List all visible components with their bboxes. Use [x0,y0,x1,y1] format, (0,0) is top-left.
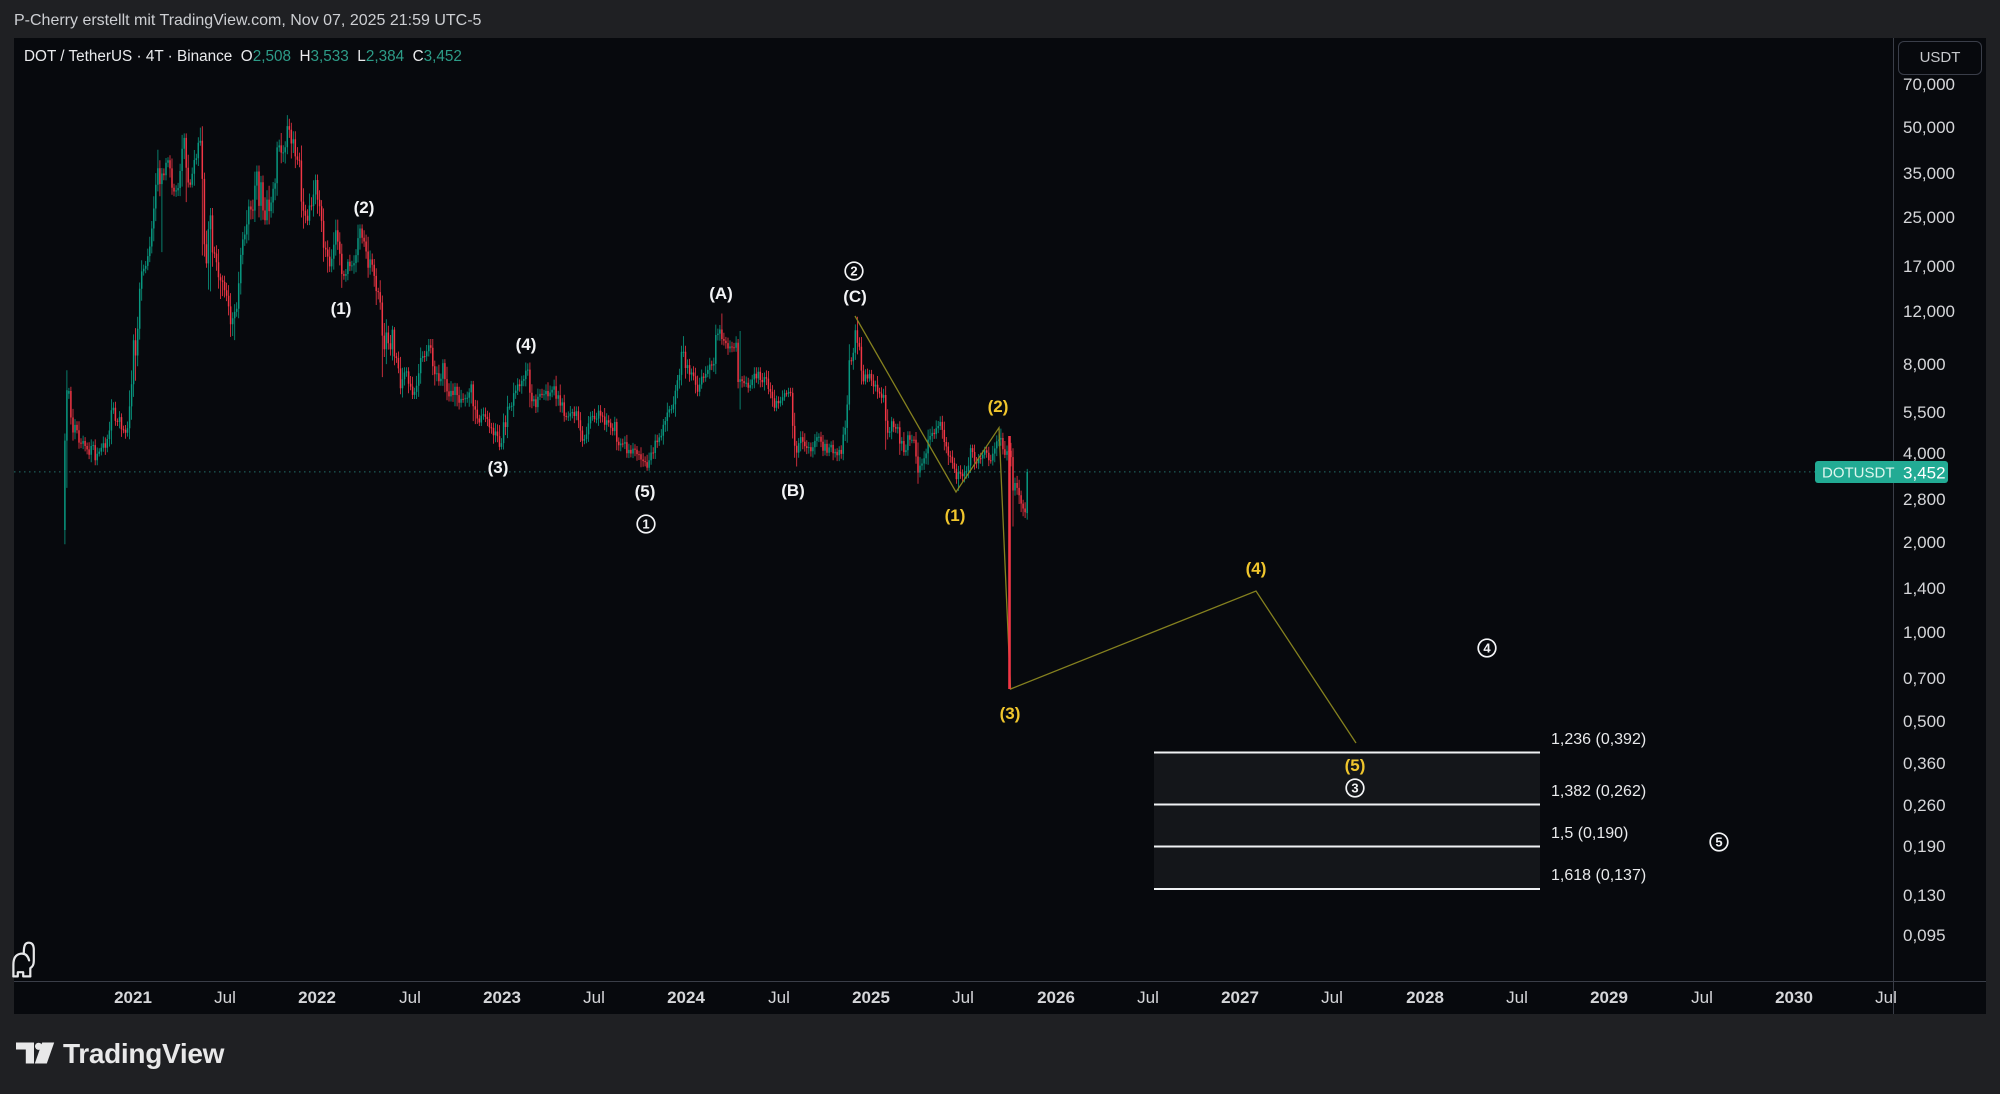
svg-text:(4): (4) [516,335,537,354]
svg-text:8,000: 8,000 [1903,355,1946,374]
svg-text:4: 4 [1483,641,1491,656]
svg-text:0,260: 0,260 [1903,796,1946,815]
svg-text:(3): (3) [488,458,509,477]
svg-text:2030: 2030 [1775,988,1813,1007]
svg-text:Jul: Jul [1321,988,1343,1007]
svg-text:0,700: 0,700 [1903,669,1946,688]
svg-text:(2): (2) [354,198,375,217]
svg-text:(3): (3) [1000,704,1021,723]
svg-text:(1): (1) [945,506,966,525]
svg-text:2022: 2022 [298,988,336,1007]
svg-text:12,000: 12,000 [1903,302,1955,321]
svg-text:(5): (5) [1345,756,1366,775]
svg-text:1,382 (0,262): 1,382 (0,262) [1551,783,1646,800]
svg-text:(4): (4) [1246,559,1267,578]
svg-text:DOTUSDT: DOTUSDT [1822,465,1895,482]
svg-text:2024: 2024 [667,988,705,1007]
svg-text:50,000: 50,000 [1903,118,1955,137]
svg-text:17,000: 17,000 [1903,257,1955,276]
svg-text:1,000: 1,000 [1903,623,1946,642]
svg-text:(2): (2) [988,397,1009,416]
svg-text:Jul: Jul [1137,988,1159,1007]
svg-text:2021: 2021 [114,988,152,1007]
svg-text:3,452: 3,452 [1903,464,1946,483]
svg-text:0,500: 0,500 [1903,712,1946,731]
svg-text:Jul: Jul [1875,988,1897,1007]
svg-text:Jul: Jul [399,988,421,1007]
svg-text:1,400: 1,400 [1903,579,1946,598]
svg-text:0,095: 0,095 [1903,926,1946,945]
svg-text:(A): (A) [709,284,733,303]
svg-text:5: 5 [1715,835,1722,850]
svg-text:Jul: Jul [583,988,605,1007]
svg-text:(1): (1) [331,299,352,318]
svg-text:1,618 (0,137): 1,618 (0,137) [1551,867,1646,884]
svg-text:2029: 2029 [1590,988,1628,1007]
svg-text:(5): (5) [635,482,656,501]
svg-text:25,000: 25,000 [1903,208,1955,227]
svg-text:2023: 2023 [483,988,521,1007]
svg-text:70,000: 70,000 [1903,75,1955,94]
svg-text:2,800: 2,800 [1903,490,1946,509]
svg-text:2028: 2028 [1406,988,1444,1007]
svg-text:5,500: 5,500 [1903,403,1946,422]
svg-text:1: 1 [642,517,649,532]
svg-text:2: 2 [850,264,857,279]
svg-text:Jul: Jul [952,988,974,1007]
svg-text:0,190: 0,190 [1903,837,1946,856]
svg-text:(C): (C) [843,287,867,306]
svg-text:Jul: Jul [1691,988,1713,1007]
svg-text:2,000: 2,000 [1903,533,1946,552]
svg-text:1,236 (0,392): 1,236 (0,392) [1551,731,1646,748]
svg-text:TradingView: TradingView [63,1038,225,1069]
svg-text:2026: 2026 [1037,988,1075,1007]
svg-text:Jul: Jul [768,988,790,1007]
svg-text:1,5 (0,190): 1,5 (0,190) [1551,825,1628,842]
svg-text:2027: 2027 [1221,988,1259,1007]
svg-text:3: 3 [1351,781,1358,796]
svg-text:Jul: Jul [1506,988,1528,1007]
svg-text:0,130: 0,130 [1903,886,1946,905]
svg-text:Jul: Jul [214,988,236,1007]
svg-text:(B): (B) [781,481,805,500]
svg-text:0,360: 0,360 [1903,754,1946,773]
svg-text:35,000: 35,000 [1903,164,1955,183]
svg-text:4,000: 4,000 [1903,444,1946,463]
svg-text:2025: 2025 [852,988,890,1007]
